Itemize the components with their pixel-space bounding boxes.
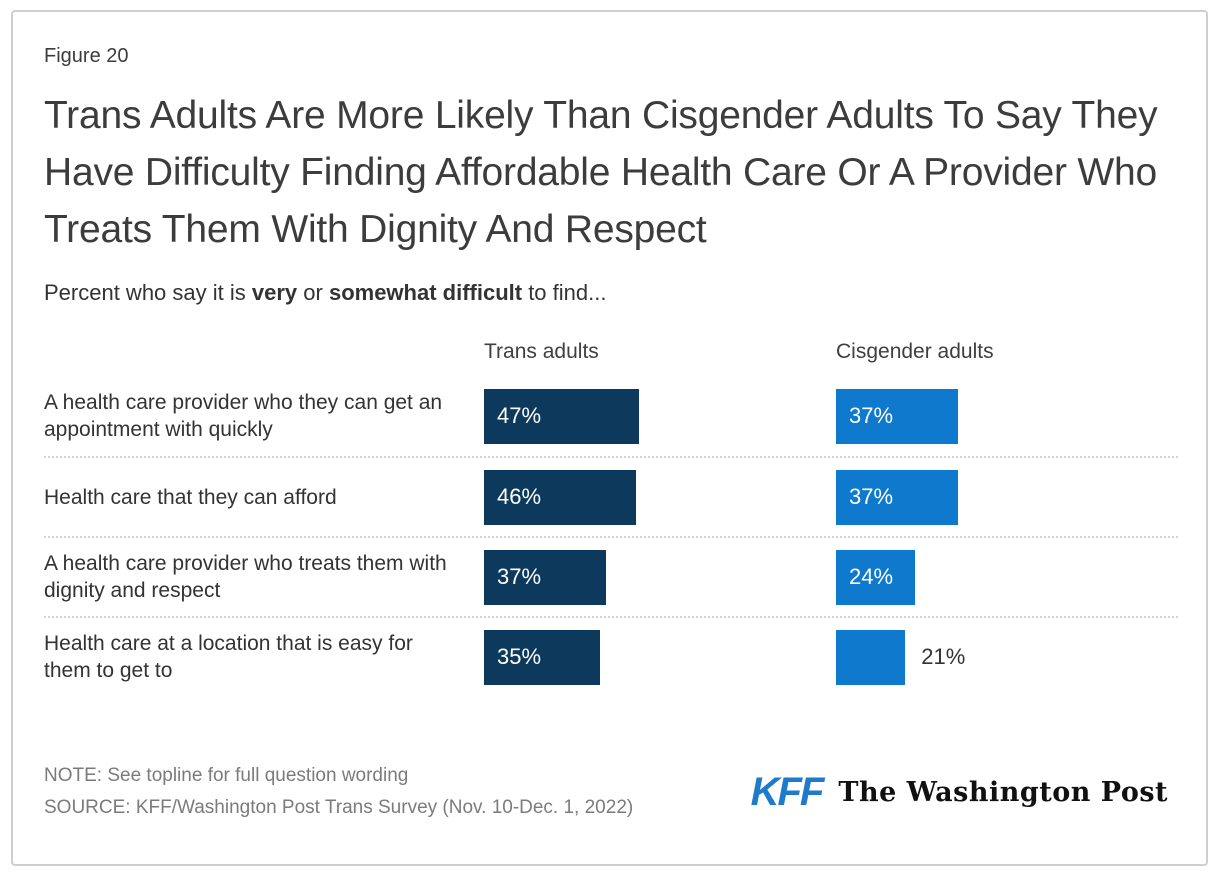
subtitle-bold-somewhat-difficult: somewhat difficult bbox=[328, 280, 523, 305]
series-header-trans: Trans adults bbox=[484, 340, 599, 363]
chart-subtitle: Percent who say it is very or somewhat d… bbox=[44, 280, 1178, 306]
subtitle-prefix: Percent who say it is bbox=[44, 280, 252, 305]
kff-logo: KFF bbox=[750, 769, 825, 814]
subtitle-bold-very: very bbox=[251, 280, 298, 305]
bar-value-label: 37% bbox=[849, 403, 894, 428]
trans-bar: 35% bbox=[484, 629, 600, 685]
trans-bar: 37% bbox=[484, 549, 607, 605]
bar-value-label: 46% bbox=[497, 484, 542, 509]
bar-value-label: 47% bbox=[497, 403, 542, 428]
footnotes: NOTE: See topline for full question word… bbox=[44, 760, 633, 824]
logos: KFF The Washington Post bbox=[751, 770, 1178, 815]
cisgender-bar-cell: 21% bbox=[836, 629, 1178, 685]
spacer bbox=[44, 340, 484, 364]
bar-chart: Trans adults Cisgender adults A health c… bbox=[44, 340, 1178, 696]
figure-footer: NOTE: See topline for full question word… bbox=[44, 760, 1178, 824]
subtitle-suffix: to find... bbox=[522, 280, 607, 305]
trans-bar-cell: 46% bbox=[484, 469, 836, 525]
table-row: Health care at a location that is easy f… bbox=[44, 616, 1178, 696]
cisgender-bar-cell: 37% bbox=[836, 388, 1178, 444]
cisgender-bar bbox=[836, 629, 906, 685]
table-row: A health care provider who treats them w… bbox=[44, 536, 1178, 616]
figure-content: Figure 20 Trans Adults Are More Likely T… bbox=[44, 45, 1178, 838]
chart-rows: A health care provider who they can get … bbox=[44, 376, 1178, 696]
bar-value-label: 37% bbox=[849, 484, 894, 509]
subtitle-mid: or bbox=[297, 280, 329, 305]
cisgender-bar: 37% bbox=[836, 388, 959, 444]
trans-bar: 47% bbox=[484, 388, 640, 444]
figure-frame: Figure 20 Trans Adults Are More Likely T… bbox=[11, 10, 1208, 866]
trans-bar-cell: 35% bbox=[484, 629, 836, 685]
bar-value-label: 24% bbox=[849, 564, 894, 589]
trans-bar-cell: 37% bbox=[484, 549, 836, 605]
bar-value-label: 37% bbox=[497, 564, 542, 589]
figure-number: Figure 20 bbox=[44, 45, 129, 67]
category-label: A health care provider who they can get … bbox=[44, 391, 443, 441]
cisgender-bar: 37% bbox=[836, 469, 959, 525]
cisgender-bar-cell: 24% bbox=[836, 549, 1178, 605]
category-label: Health care at a location that is easy f… bbox=[44, 632, 413, 682]
trans-bar-cell: 47% bbox=[484, 388, 836, 444]
chart-title: Trans Adults Are More Likely Than Cisgen… bbox=[44, 94, 1158, 251]
category-label: A health care provider who treats them w… bbox=[44, 552, 447, 602]
series-headers: Trans adults Cisgender adults bbox=[44, 340, 1178, 364]
note-text: NOTE: See topline for full question word… bbox=[44, 765, 409, 786]
cisgender-bar: 24% bbox=[836, 549, 916, 605]
source-text: SOURCE: KFF/Washington Post Trans Survey… bbox=[44, 797, 634, 818]
series-header-cisgender: Cisgender adults bbox=[836, 340, 994, 363]
washington-post-logo: The Washington Post bbox=[838, 776, 1168, 808]
table-row: A health care provider who they can get … bbox=[44, 376, 1178, 456]
category-label: Health care that they can afford bbox=[44, 485, 337, 509]
bar-value-label: 21% bbox=[921, 644, 966, 669]
table-row: Health care that they can afford 46% 37% bbox=[44, 456, 1178, 536]
bar-value-label: 35% bbox=[497, 644, 542, 669]
cisgender-bar-cell: 37% bbox=[836, 469, 1178, 525]
trans-bar: 46% bbox=[484, 469, 636, 525]
